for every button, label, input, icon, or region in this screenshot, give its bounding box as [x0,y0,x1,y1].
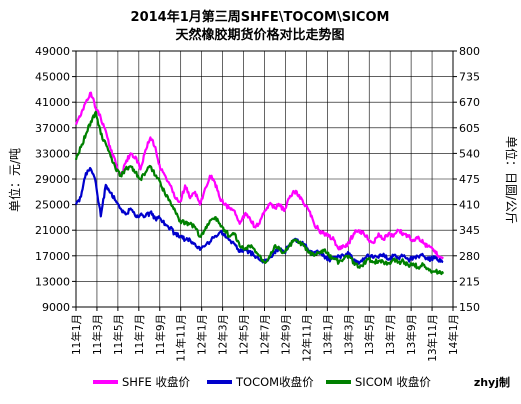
right-tick-label: 475 [459,173,480,186]
left-tick-label: 13000 [35,275,70,288]
x-tick-label: 13年3月 [342,314,355,355]
right-tick-label: 150 [459,301,480,314]
legend-label-sicom: SICOM 收盘价 [355,375,431,389]
x-tick-label: 11年3月 [91,314,104,355]
left-tick-label: 49000 [35,45,70,58]
left-tick-label: 21000 [35,224,70,237]
right-tick-label: 540 [459,147,480,160]
x-tick-label: 13年1月 [321,314,334,355]
series-line-tocom [74,166,444,266]
right-tick-label: 410 [459,199,480,212]
x-axis-ticks: 11年1月 11年3月 11年5月 11年7月 11年9月 11年11月 12年1月 12年3… [70,307,460,362]
x-tick-label: 13年5月 [363,314,376,355]
left-tick-label: 17000 [35,250,70,263]
y-axis-right-label: 单位：日圆/公斤 [504,136,519,224]
legend-label-tocom: TOCOM收盘价 [235,375,314,389]
x-tick-label: 11年5月 [112,314,125,355]
x-tick-label: 13年11月 [426,314,439,362]
right-tick-label: 345 [459,224,480,237]
series-line-sicom [74,110,445,276]
left-tick-label: 37000 [35,122,70,135]
left-tick-label: 29000 [35,173,70,186]
right-tick-label: 280 [459,250,480,263]
x-tick-label: 11年9月 [154,314,167,355]
left-tick-label: 45000 [35,71,70,84]
x-tick-label: 11年1月 [70,314,83,355]
x-tick-label: 12年11月 [300,314,313,362]
right-tick-label: 735 [459,71,480,84]
x-tick-label: 12年1月 [196,314,209,355]
legend-label-shfe: SHFE 收盘价 [122,375,190,389]
y-axis-left-label: 单位：元/吨 [7,148,22,212]
x-tick-label: 12年3月 [217,314,230,355]
chart-title-line1: 2014年1月第三周SHFE\TOCOM\SICOM [131,9,390,25]
x-tick-label: 14年1月 [447,314,460,355]
x-tick-label: 12年7月 [259,314,272,355]
left-tick-label: 9000 [42,301,70,314]
credit-label: zhyj制 [474,375,510,389]
series-line-shfe [74,91,444,260]
x-tick-label: 12年5月 [238,314,251,355]
left-tick-label: 25000 [35,199,70,212]
left-axis-ticks: 9000 13000 17000 21000 25000 29000 33000 37000 4… [35,45,76,314]
x-tick-label: 11年7月 [133,314,146,355]
left-tick-label: 41000 [35,96,70,109]
legend: SHFE 收盘价 TOCOM收盘价 SICOM 收盘价 [93,375,431,389]
right-axis-ticks: 150 215 280 345 410 475 540 605 670 735 800 [453,45,480,314]
x-tick-label: 11年11月 [175,314,188,362]
x-tick-label: 13年9月 [405,314,418,355]
series-group [74,91,445,276]
right-tick-label: 605 [459,122,480,135]
chart-title-line2: 天然橡胶期货价格对比走势图 [175,27,344,43]
right-tick-label: 800 [459,45,480,58]
right-tick-label: 670 [459,96,480,109]
grid [76,51,453,307]
x-tick-label: 12年9月 [279,314,292,355]
right-tick-label: 215 [459,275,480,288]
x-tick-label: 13年7月 [384,314,397,355]
left-tick-label: 33000 [35,147,70,160]
